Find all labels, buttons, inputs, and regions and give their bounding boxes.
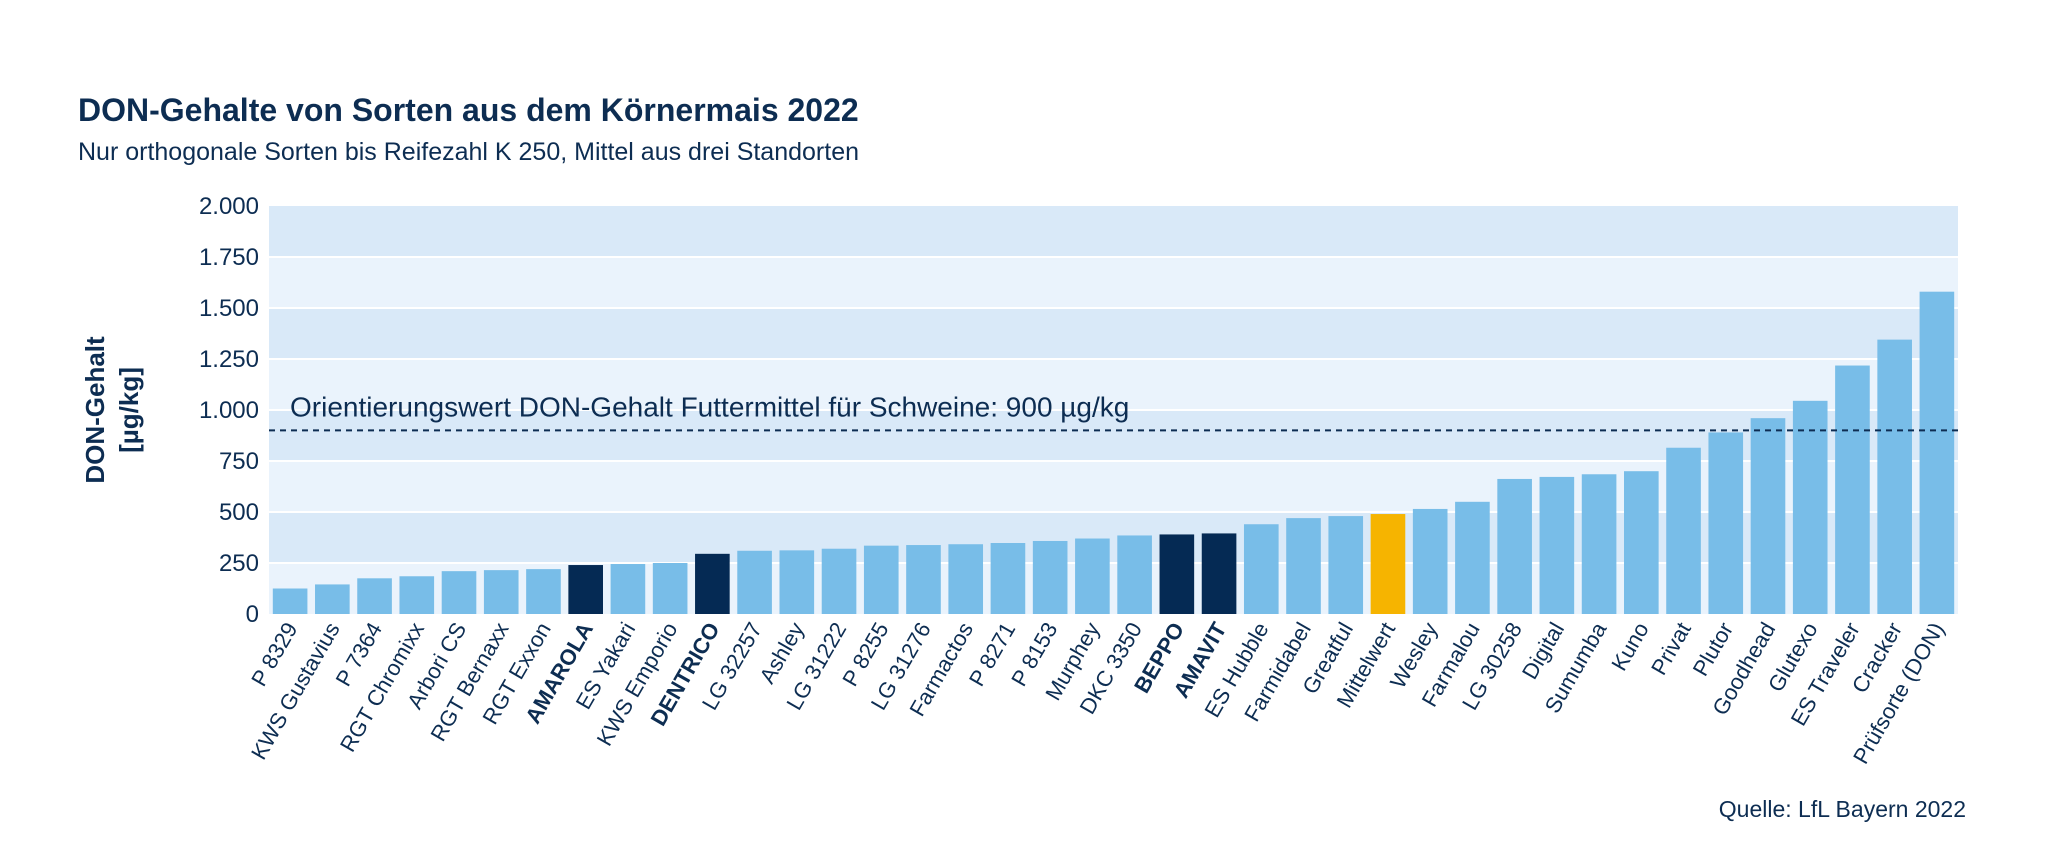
y-axis-label-line: DON-Gehalt bbox=[80, 336, 110, 484]
y-axis-label: DON-Gehalt [µg/kg] bbox=[80, 336, 144, 484]
bar bbox=[1539, 476, 1575, 614]
y-tick-label: 1.250 bbox=[199, 346, 259, 373]
grid-band bbox=[269, 308, 1958, 359]
bar bbox=[1455, 501, 1490, 614]
bar bbox=[1624, 471, 1659, 614]
bar bbox=[1328, 516, 1364, 614]
bar bbox=[1032, 540, 1068, 614]
bar bbox=[1835, 365, 1870, 614]
bar bbox=[990, 543, 1026, 614]
bar bbox=[821, 548, 857, 614]
bar bbox=[1201, 533, 1237, 614]
bar bbox=[695, 553, 730, 614]
y-tick-label: 750 bbox=[219, 448, 259, 475]
y-tick-label: 2.000 bbox=[199, 193, 259, 220]
bar bbox=[1792, 400, 1828, 614]
grid-band bbox=[269, 461, 1958, 512]
bar bbox=[1708, 432, 1744, 614]
bar bbox=[948, 544, 984, 614]
bar bbox=[399, 576, 435, 614]
bar bbox=[357, 578, 392, 614]
y-tick-label: 250 bbox=[219, 550, 259, 577]
bar bbox=[1159, 534, 1195, 614]
bar bbox=[1750, 418, 1786, 614]
bar bbox=[1497, 478, 1532, 614]
y-tick-label: 500 bbox=[219, 499, 259, 526]
bar bbox=[568, 565, 603, 614]
source-note: Quelle: LfL Bayern 2022 bbox=[1718, 796, 1966, 822]
bar bbox=[1412, 508, 1448, 614]
grid-band bbox=[269, 257, 1958, 308]
bar bbox=[1117, 535, 1152, 614]
bar bbox=[863, 545, 899, 614]
y-tick-label: 1.500 bbox=[199, 295, 259, 322]
bar bbox=[1877, 339, 1912, 614]
bar bbox=[441, 571, 477, 614]
x-tick-label: Privat bbox=[1646, 618, 1696, 679]
bar bbox=[1243, 524, 1279, 614]
bar bbox=[272, 588, 308, 614]
y-tick-label: 1.750 bbox=[199, 244, 259, 271]
bar bbox=[526, 569, 561, 614]
bar bbox=[1286, 518, 1321, 614]
chart-subtitle: Nur orthogonale Sorten bis Reifezahl K 2… bbox=[78, 138, 860, 166]
chart-title: DON-Gehalte von Sorten aus dem Körnermai… bbox=[78, 92, 859, 128]
bar bbox=[1370, 514, 1406, 614]
grid-band bbox=[269, 359, 1958, 410]
bar bbox=[315, 584, 350, 614]
bar bbox=[1666, 447, 1701, 614]
bar bbox=[652, 563, 688, 614]
bar bbox=[737, 550, 772, 614]
grid-band bbox=[269, 206, 1958, 257]
bar bbox=[610, 564, 646, 614]
bar bbox=[1581, 474, 1617, 614]
y-tick-label: 1.000 bbox=[199, 397, 259, 424]
bar bbox=[483, 570, 519, 614]
y-axis-label-line: [µg/kg] bbox=[114, 367, 144, 453]
bar bbox=[906, 545, 941, 614]
bar bbox=[1075, 538, 1110, 614]
bar bbox=[779, 550, 815, 614]
y-tick-label: 0 bbox=[246, 601, 259, 628]
grid-band bbox=[269, 563, 1958, 614]
grid-band bbox=[269, 512, 1958, 563]
reference-line-label: Orientierungswert DON-Gehalt Futtermitte… bbox=[290, 391, 1129, 422]
bar bbox=[1919, 291, 1955, 614]
